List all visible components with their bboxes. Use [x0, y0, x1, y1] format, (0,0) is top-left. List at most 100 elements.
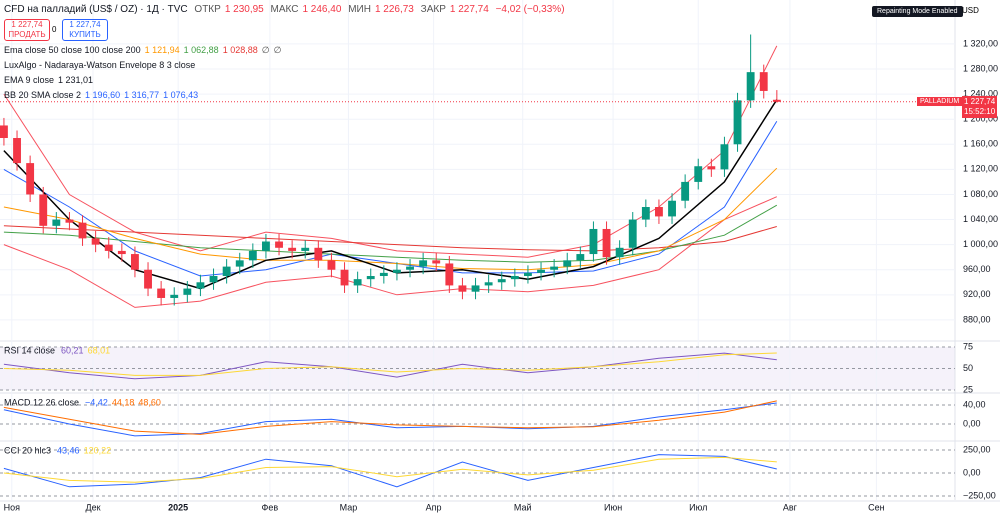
indicator-value: 1 076,43: [163, 90, 199, 100]
open-label: ОТКР: [194, 4, 221, 15]
overlay-line: [3, 45, 778, 258]
candle-body: [131, 254, 139, 270]
pane-value: 44,18: [112, 397, 135, 407]
y-tick-label: 1 080,00: [963, 189, 998, 199]
indicator-name: EMA 9 close: [4, 75, 55, 85]
pane-line: [3, 402, 777, 437]
candle-body: [52, 219, 61, 226]
candle-body: [222, 266, 231, 277]
y-tick-label: 1 120,00: [963, 164, 998, 174]
pane-title: RSI 14 close: [4, 345, 55, 355]
pane-tick-label: 75: [963, 341, 973, 351]
candle-body: [157, 288, 166, 298]
high-label: МАКС: [270, 4, 299, 15]
sell-button[interactable]: 1 227,74 ПРОДАТЬ: [4, 19, 50, 41]
y-tick-label: 960,00: [963, 264, 991, 274]
low: 1 226,73: [374, 4, 414, 15]
indicator-name: BB 20 SMA close 2: [4, 90, 82, 100]
pane-line: [3, 352, 777, 380]
indicator-value: 1 196,60: [85, 90, 121, 100]
candle-body: [327, 260, 336, 270]
candle-body: [209, 276, 218, 283]
x-tick-label: Июл: [689, 502, 707, 512]
indicator-value: ∅: [261, 45, 270, 55]
candle-body: [39, 194, 48, 226]
pane-value: 60,21: [61, 345, 84, 355]
candle-body: [78, 222, 87, 239]
candle-body: [235, 260, 244, 267]
sell-price: 1 227,74: [11, 20, 43, 29]
indicator-value: 1 028,88: [222, 45, 258, 55]
y-tick-label: 1 160,00: [963, 139, 998, 149]
pane-tick-label: 0,00: [963, 418, 981, 428]
candle-body: [589, 228, 598, 255]
candle-body: [537, 269, 545, 273]
pane-value: 43,46: [57, 445, 80, 455]
candle-body: [340, 269, 349, 286]
x-tick-label: Фев: [262, 502, 279, 512]
spread: 0: [52, 25, 57, 34]
indicator-name: Ema close 50 close 100 close 200: [4, 45, 141, 55]
overlay-line: [3, 196, 778, 308]
pane-value: −4,42: [85, 397, 108, 407]
x-tick-label: Апр: [426, 502, 442, 512]
pane-tick-label: 250,00: [963, 444, 991, 454]
candle-body: [419, 260, 428, 267]
indicator-legend[interactable]: EMA 9 close 1 231,01: [4, 75, 97, 85]
candle-body: [117, 250, 126, 255]
indicator-value: 1 062,88: [183, 45, 219, 55]
pane-value: 68,01: [88, 345, 111, 355]
y-tick-label: 1 040,00: [963, 214, 998, 224]
currency[interactable]: USD: [962, 6, 979, 15]
x-tick-label: Ноя: [4, 502, 21, 512]
y-tick-label: 1 320,00: [963, 38, 998, 48]
candle-body: [524, 272, 532, 277]
candle-body: [563, 260, 572, 267]
change: −4,02 (−0,33%): [495, 4, 565, 15]
low-label: МИН: [348, 4, 371, 15]
x-tick-label: Май: [514, 502, 532, 512]
symbol[interactable]: CFD на палладий (US$ / OZ) · 1Д · TVC: [4, 4, 188, 15]
candle-body: [681, 181, 690, 201]
x-tick-label: Сен: [868, 502, 885, 512]
candle-body: [170, 294, 179, 298]
candle-body: [248, 250, 257, 261]
indicator-name: LuxAlgo - Nadaraya-Watson Envelope 8 3 c…: [4, 60, 196, 70]
candle-body: [720, 144, 729, 170]
candle-body: [262, 241, 270, 251]
candle-body: [183, 288, 192, 295]
candle-body: [406, 266, 414, 270]
candle-body: [445, 263, 454, 286]
candle-body: [26, 163, 35, 195]
candle-body: [353, 279, 362, 286]
indicator-legend[interactable]: Ema close 50 close 100 close 200 1 121,94…: [4, 45, 285, 56]
candle-body: [576, 254, 585, 261]
candle-body: [458, 285, 467, 292]
buy-label: КУПИТЬ: [69, 30, 101, 39]
candle-body: [275, 241, 283, 248]
candle-body: [0, 125, 8, 139]
candle-body: [144, 269, 152, 289]
pane-line: [3, 400, 777, 435]
candle-body: [694, 166, 703, 182]
candle-body: [668, 200, 676, 217]
indicator-value: 1 231,01: [58, 75, 94, 85]
candle-body: [550, 266, 559, 270]
candle-body: [707, 166, 716, 170]
candle-body: [628, 219, 637, 248]
candle-body: [301, 247, 310, 251]
candle-body: [288, 247, 297, 251]
indicator-legend[interactable]: LuxAlgo - Nadaraya-Watson Envelope 8 3 c…: [4, 60, 199, 70]
y-tick-label: 1 200,00: [963, 114, 998, 124]
sell-label: ПРОДАТЬ: [8, 30, 46, 39]
indicator-value: ∅: [273, 45, 282, 55]
buy-button[interactable]: 1 227,74 КУПИТЬ: [62, 19, 108, 41]
overlay-line: [3, 167, 778, 271]
price-value: 1 227,74: [964, 97, 996, 106]
pane-tick-label: 0,00: [963, 467, 981, 477]
candle-body: [91, 238, 100, 245]
y-tick-label: 880,00: [963, 314, 991, 324]
pane-value: 120,22: [84, 445, 112, 455]
